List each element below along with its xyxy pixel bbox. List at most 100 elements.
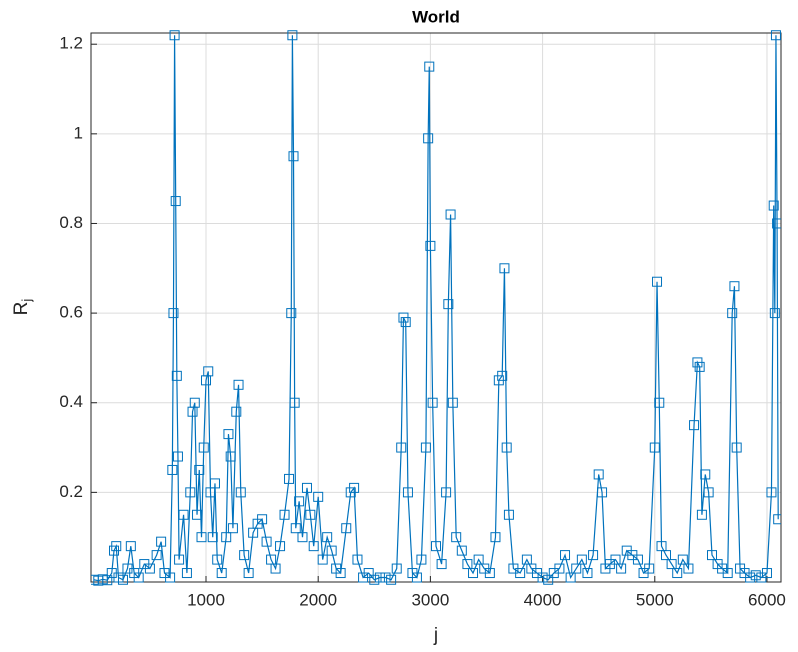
marker — [207, 532, 218, 543]
marker — [447, 397, 458, 408]
marker — [501, 442, 512, 453]
marker — [722, 568, 733, 579]
marker — [165, 572, 176, 583]
marker — [380, 572, 391, 583]
marker — [773, 514, 781, 525]
marker — [374, 572, 385, 583]
marker — [593, 469, 604, 480]
marker — [227, 523, 238, 534]
marker — [425, 240, 436, 251]
marker — [766, 487, 777, 498]
x-tick-label: 4000 — [524, 590, 562, 609]
marker — [468, 568, 479, 579]
marker — [326, 545, 337, 556]
marker — [117, 574, 128, 585]
marker — [420, 442, 431, 453]
marker — [169, 30, 180, 41]
marker — [287, 30, 298, 41]
marker — [560, 550, 571, 561]
y-tick-label: 0.8 — [59, 213, 83, 232]
marker — [233, 379, 244, 390]
marker — [462, 559, 473, 570]
marker — [441, 487, 452, 498]
marker — [151, 550, 162, 561]
y-axis-label: Rj — [11, 299, 34, 316]
marker — [654, 397, 665, 408]
marker — [144, 563, 155, 574]
marker — [261, 536, 272, 547]
x-tick-label: 3000 — [411, 590, 449, 609]
marker — [225, 451, 236, 462]
marker — [286, 308, 297, 319]
marker — [768, 200, 779, 211]
marker — [231, 406, 242, 417]
marker — [341, 523, 352, 534]
marker — [632, 554, 643, 565]
marker — [707, 550, 717, 561]
marker — [216, 568, 227, 579]
marker — [727, 308, 738, 319]
marker — [731, 442, 742, 453]
marker — [424, 61, 435, 72]
marker — [111, 541, 122, 552]
marker — [696, 509, 707, 520]
marker — [515, 568, 526, 579]
marker — [221, 532, 232, 543]
marker — [445, 209, 456, 220]
marker — [290, 523, 301, 534]
marker — [582, 568, 593, 579]
x-tick-label: 5000 — [636, 590, 674, 609]
marker — [156, 536, 167, 547]
marker — [499, 263, 510, 274]
marker — [484, 568, 495, 579]
marker — [769, 308, 780, 319]
marker — [167, 464, 178, 475]
marker — [490, 532, 501, 543]
marker — [189, 397, 200, 408]
marker — [597, 487, 608, 498]
marker — [313, 491, 324, 502]
marker — [386, 574, 397, 585]
marker — [257, 514, 268, 525]
x-tick-label: 2000 — [299, 590, 337, 609]
y-label-base: R — [11, 302, 32, 316]
marker — [322, 532, 333, 543]
marker — [644, 563, 655, 574]
y-tick-label: 1 — [74, 123, 83, 142]
marker — [703, 487, 714, 498]
marker — [317, 554, 328, 565]
marker — [772, 218, 781, 229]
marker — [196, 532, 207, 543]
data-line — [93, 35, 779, 582]
marker — [427, 397, 438, 408]
y-tick-label: 0.6 — [59, 303, 83, 322]
marker — [391, 563, 402, 574]
marker — [402, 487, 413, 498]
marker — [610, 554, 621, 565]
x-tick-label: 6000 — [748, 590, 786, 609]
marker — [279, 509, 290, 520]
marker — [649, 442, 660, 453]
marker — [770, 30, 781, 41]
marker — [363, 568, 374, 579]
marker — [411, 572, 422, 583]
marker — [194, 464, 205, 475]
marker — [666, 559, 677, 570]
marker — [192, 509, 203, 520]
marker — [243, 568, 254, 579]
marker — [588, 550, 599, 561]
marker — [745, 572, 756, 583]
marker — [750, 570, 761, 581]
axes-box — [90, 32, 782, 583]
chart-title: World — [412, 7, 460, 26]
marker — [275, 541, 286, 552]
marker — [456, 545, 467, 556]
marker — [289, 397, 300, 408]
marker — [203, 366, 214, 377]
marker — [431, 541, 441, 552]
marker — [497, 370, 508, 381]
marker — [416, 554, 427, 565]
marker — [297, 532, 308, 543]
marker — [171, 370, 182, 381]
